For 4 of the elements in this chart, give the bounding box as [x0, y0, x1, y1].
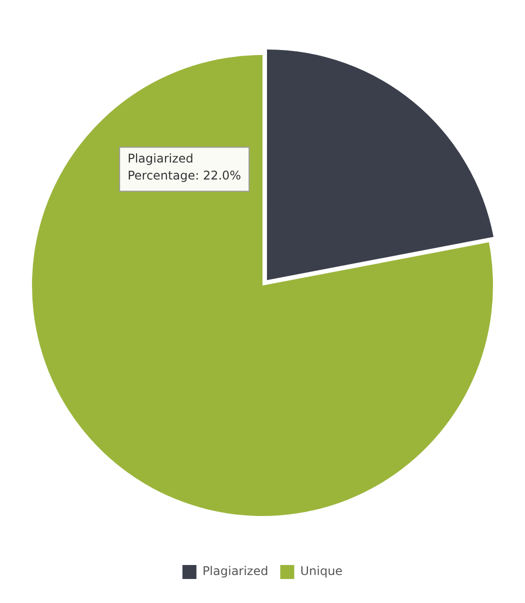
legend-label: Unique — [300, 564, 343, 578]
legend-label: Plagiarized — [202, 564, 268, 578]
text: Percentage: 22.0% — [128, 168, 242, 182]
text: Plagiarized — [128, 151, 194, 166]
